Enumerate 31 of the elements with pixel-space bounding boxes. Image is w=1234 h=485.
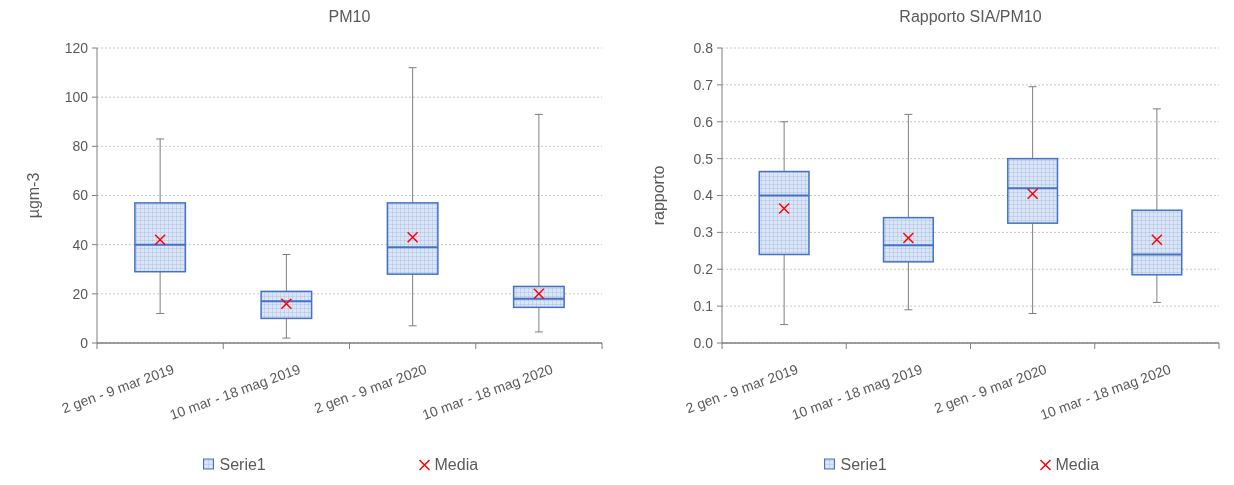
y-tick-label: 0.6 [693, 113, 714, 130]
y-tick-label: 100 [64, 89, 89, 106]
legend-label: Serie1 [219, 456, 266, 473]
y-tick-label: 0.5 [693, 150, 714, 167]
y-axis-title: rapporto [650, 165, 667, 226]
y-tick-label: 0.0 [693, 334, 714, 351]
y-tick-label: 0.1 [693, 298, 714, 315]
point [154, 234, 166, 246]
legend-label: Media [434, 456, 479, 473]
y-axis-title: µgm-3 [25, 172, 42, 219]
y-tick-label: 0 [80, 334, 89, 351]
y-tick-label: 0.8 [693, 39, 714, 56]
y-tick-label: 20 [72, 285, 89, 302]
y-tick-label: 40 [72, 236, 89, 253]
y-tick-label: 120 [64, 39, 89, 56]
y-tick-label: 60 [72, 187, 89, 204]
chart-title: Rapporto SIA/PM10 [899, 8, 1042, 25]
point [533, 288, 545, 300]
y-tick-label: 0.2 [693, 261, 714, 278]
point [1026, 187, 1039, 200]
y-tick-label: 0.3 [693, 224, 714, 241]
point [280, 297, 293, 310]
y-tick-label: 0.7 [693, 76, 714, 93]
point [1151, 234, 1163, 246]
legend-label: Media [1055, 456, 1100, 473]
chart-title: PM10 [328, 8, 371, 25]
y-tick-label: 0.4 [693, 187, 714, 204]
point [406, 231, 419, 244]
y-tick-label: 80 [72, 138, 89, 155]
legend-label: Serie1 [840, 456, 887, 473]
point [778, 202, 790, 215]
